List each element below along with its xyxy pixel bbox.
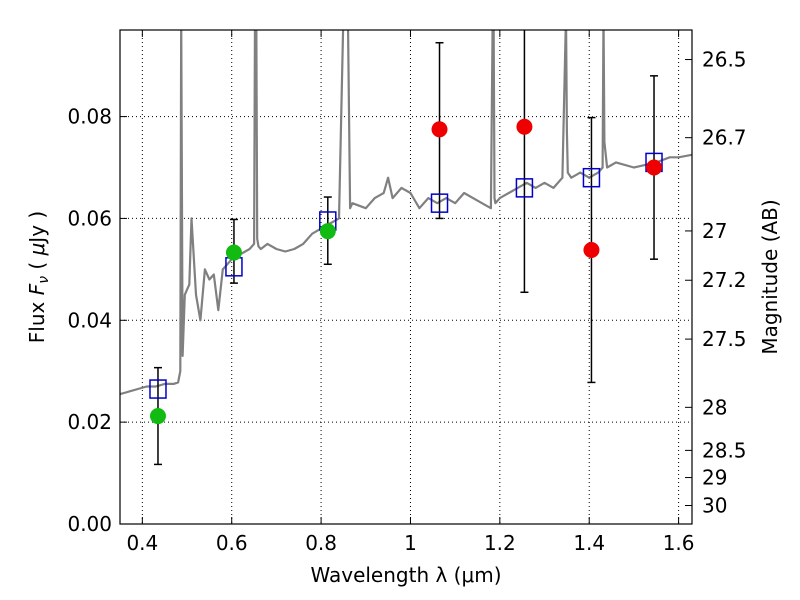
x-tick-label: 0.4 bbox=[126, 531, 158, 555]
y2-tick-label: 27.2 bbox=[702, 268, 747, 292]
observed-point-red bbox=[583, 242, 600, 259]
y-tick-label: 0.04 bbox=[67, 308, 112, 332]
observed-point-red bbox=[516, 118, 533, 135]
y-tick-label: 0.02 bbox=[67, 410, 112, 434]
y-tick-label: 0.08 bbox=[67, 105, 112, 129]
y-axis-label-part: ν bbox=[36, 276, 52, 284]
x-tick-label: 1.4 bbox=[573, 531, 605, 555]
model-photometry-point bbox=[515, 178, 534, 198]
plot-layer bbox=[120, 30, 692, 466]
x-axis-label: Wavelength λ (μm) bbox=[310, 563, 501, 587]
y2-tick-label: 28.5 bbox=[702, 438, 747, 462]
y-axis-label-part: ( bbox=[25, 255, 49, 276]
model-photometry-point bbox=[430, 193, 449, 213]
grid-layer bbox=[120, 30, 692, 525]
x-tick-label: 1.2 bbox=[484, 531, 516, 555]
y-axis-label-part: Jy ) bbox=[25, 211, 49, 245]
model-spectrum-line bbox=[120, 30, 692, 396]
observed-point-green bbox=[149, 408, 166, 425]
x-tick-label: 1 bbox=[404, 531, 417, 555]
y2-tick-label: 28 bbox=[702, 395, 727, 419]
y-axis-label-part: F bbox=[25, 283, 49, 295]
y2-tick-label: 30 bbox=[702, 494, 727, 518]
axes-frame bbox=[119, 29, 693, 525]
observed-point-red bbox=[646, 159, 663, 176]
x-tick-label: 0.8 bbox=[305, 531, 337, 555]
y-axis-label-part: μ bbox=[25, 243, 49, 257]
y2-tick-label: 26.7 bbox=[702, 126, 747, 150]
observed-point-green bbox=[225, 244, 242, 261]
observed-point-green bbox=[319, 223, 336, 240]
y2-tick-label: 26.5 bbox=[702, 48, 747, 72]
y-tick-label: 0.00 bbox=[67, 512, 112, 536]
y2-axis-label: Magnitude (AB) bbox=[758, 199, 782, 354]
x-tick-label: 0.6 bbox=[216, 531, 248, 555]
y-tick-label: 0.06 bbox=[67, 206, 112, 230]
y2-tick-label: 29 bbox=[702, 466, 727, 490]
axes-layer: 0.4 0.6 0.8 1 1.2 1.4 1.6 0.00 0.02 0.04 0.06 0.08 2… bbox=[67, 29, 747, 555]
x-tick-label: 1.6 bbox=[663, 531, 695, 555]
y-axis-label: Flux Fν ( μJy ) bbox=[25, 211, 52, 343]
y2-tick-label: 27 bbox=[702, 219, 727, 243]
y2-tick-label: 27.5 bbox=[702, 327, 747, 351]
model-photometry-point bbox=[149, 379, 167, 399]
model-photometry-point bbox=[582, 167, 601, 188]
observed-point-red bbox=[431, 121, 448, 138]
y-axis-label-part: Flux bbox=[25, 295, 49, 343]
